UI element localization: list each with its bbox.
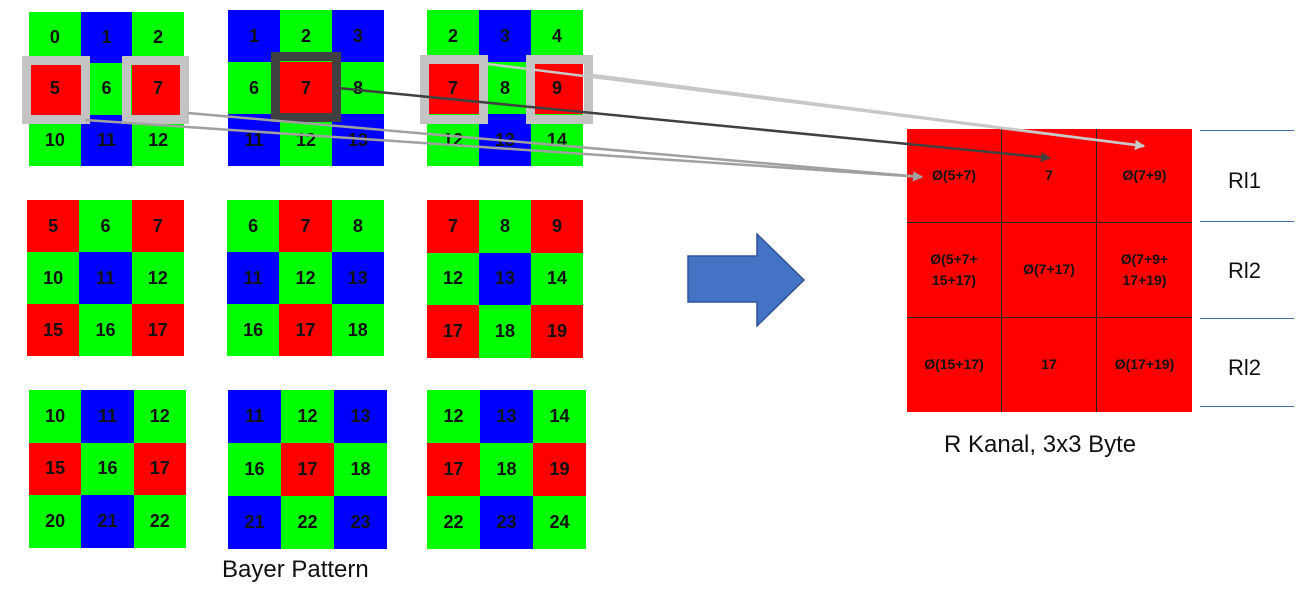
result-cell: Ø(7+9+ 17+19) xyxy=(1097,223,1192,318)
pixel-cell: 21 xyxy=(81,495,134,548)
row-label-1: Rl1 xyxy=(1228,168,1262,193)
pixel-cell: 18 xyxy=(479,305,531,358)
result-cell: Ø(5+7) xyxy=(907,129,1002,224)
pixel-cell: 6 xyxy=(227,200,280,252)
bayer-grid-7: 10 11 12 15 16 17 20 21 22 xyxy=(29,390,186,548)
result-cell: Ø(7+17) xyxy=(1002,223,1097,318)
pixel-cell: 22 xyxy=(281,496,334,549)
pixel-cell: 5 xyxy=(27,200,80,252)
pixel-cell: 20 xyxy=(29,495,82,548)
pixel-cell: 17 xyxy=(133,442,186,496)
highlight-box-7-right xyxy=(420,55,488,124)
bayer-grid-6: 7 8 9 12 13 14 17 18 19 xyxy=(427,200,583,358)
pixel-cell: 7 xyxy=(131,200,184,252)
pixel-cell: 23 xyxy=(480,496,533,549)
row-divider xyxy=(1200,130,1294,131)
pixel-cell: 15 xyxy=(27,304,80,356)
pixel-cell: 22 xyxy=(427,496,480,549)
pixel-cell: 2 xyxy=(427,10,479,62)
pixel-cell: 24 xyxy=(533,496,586,549)
pixel-cell: 17 xyxy=(279,304,332,356)
pixel-cell: 8 xyxy=(331,200,384,252)
result-cell: Ø(7+9) xyxy=(1097,129,1192,224)
row-divider xyxy=(1200,406,1294,407)
pixel-cell: 14 xyxy=(531,252,583,306)
highlight-box-7-left xyxy=(122,56,189,124)
pixel-cell: 4 xyxy=(531,10,583,62)
pixel-cell: 7 xyxy=(427,200,479,253)
highlight-box-7-center xyxy=(271,52,341,122)
pixel-cell: 17 xyxy=(427,443,480,496)
pixel-cell: 15 xyxy=(29,442,82,496)
pixel-cell: 2 xyxy=(132,12,184,64)
pixel-cell: 16 xyxy=(79,304,132,356)
pixel-cell: 17 xyxy=(427,305,479,358)
pixel-cell: 5 xyxy=(29,63,81,115)
result-cell: Ø(5+7+ 15+17) xyxy=(907,223,1002,318)
pixel-cell: 6 xyxy=(79,200,132,252)
pixel-cell: 22 xyxy=(133,495,186,548)
pixel-cell: 17 xyxy=(131,304,184,356)
pixel-cell: 19 xyxy=(533,443,586,496)
pixel-cell: 11 xyxy=(81,390,134,443)
pixel-cell: 23 xyxy=(334,496,387,549)
result-cell: Ø(15+17) xyxy=(907,317,1002,412)
result-cell: Ø(17+19) xyxy=(1114,356,1175,373)
pixel-cell: 12 xyxy=(281,390,334,443)
row-divider xyxy=(1200,318,1294,319)
row-label-2: Rl2 xyxy=(1228,258,1262,283)
pixel-cell: 11 xyxy=(228,390,281,443)
result-caption: R Kanal, 3x3 Byte xyxy=(944,431,1137,458)
bayer-grid-4: 5 6 7 10 11 12 15 16 17 xyxy=(27,200,184,356)
pixel-cell: 1 xyxy=(80,12,133,64)
pixel-cell: 7 xyxy=(279,200,332,252)
bayer-grid-9: 12 13 14 17 18 19 22 23 24 xyxy=(427,390,586,549)
pixel-cell: 12 xyxy=(427,252,479,306)
pixel-cell: 3 xyxy=(332,10,384,62)
result-cell: 17 xyxy=(1002,317,1097,412)
pixel-cell: 3 xyxy=(479,10,531,62)
pixel-cell: 18 xyxy=(334,443,387,496)
pixel-cell: 13 xyxy=(334,390,387,443)
pixel-cell: 18 xyxy=(480,443,533,496)
pixel-cell: 12 xyxy=(427,390,480,443)
pixel-cell: 16 xyxy=(228,443,281,496)
highlight-box-5 xyxy=(22,56,90,124)
pixel-cell: 16 xyxy=(81,442,134,496)
pixel-cell: 12 xyxy=(131,252,184,304)
bayer-grid-5: 6 7 8 11 12 13 16 17 18 xyxy=(227,200,384,356)
pixel-cell: 11 xyxy=(79,252,132,304)
pixel-cell: 7 xyxy=(132,63,184,115)
pixel-cell: 11 xyxy=(227,252,280,304)
pixel-cell: 8 xyxy=(479,200,531,253)
pixel-cell: 17 xyxy=(281,443,334,496)
pixel-cell: 21 xyxy=(228,496,281,549)
pixel-cell: 18 xyxy=(331,304,384,356)
pixel-cell: 0 xyxy=(29,12,81,64)
pixel-cell: 12 xyxy=(133,390,186,443)
highlight-box-9 xyxy=(526,55,593,124)
result-cell: 7 xyxy=(1002,129,1097,224)
row-label-3: Rl2 xyxy=(1228,355,1262,380)
pixel-cell: 10 xyxy=(29,390,82,443)
row-divider xyxy=(1200,221,1294,222)
bayer-caption: Bayer Pattern xyxy=(222,556,369,583)
pixel-cell: 13 xyxy=(331,252,384,304)
pixel-cell: 7 xyxy=(280,62,332,114)
pixel-cell: 10 xyxy=(27,252,80,304)
pixel-cell: 12 xyxy=(279,252,332,304)
r-channel-grid: Ø(5+7) 7 Ø(7+9) Ø(5+7+ 15+17) Ø(7+17) Ø(… xyxy=(907,129,1192,412)
pixel-cell: 13 xyxy=(479,252,531,306)
pixel-cell: 13 xyxy=(480,390,533,443)
bayer-grid-8: 11 12 13 16 17 18 21 22 23 xyxy=(228,390,387,549)
pixel-cell: 9 xyxy=(531,200,583,253)
pixel-cell: 14 xyxy=(533,390,586,443)
pixel-cell: 16 xyxy=(227,304,280,356)
pixel-cell: 19 xyxy=(531,305,583,358)
